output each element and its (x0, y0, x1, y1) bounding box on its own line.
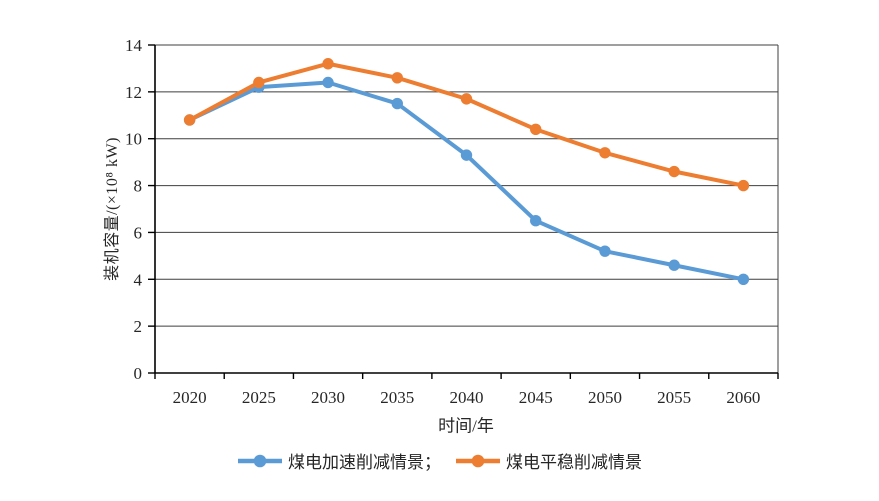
y-axis-title: 装机容量/(×10⁸ kW) (104, 137, 121, 281)
x-tick-label: 2045 (519, 388, 553, 407)
legend-item-1: 煤电平稳削减情景 (455, 448, 642, 473)
y-tick-label: 10 (125, 130, 142, 149)
series-line-0 (187, 80, 746, 282)
data-point-series1-2035 (391, 72, 403, 84)
series-line-1 (187, 61, 746, 188)
data-point-series0-2060 (737, 273, 750, 285)
data-point-series0-2050 (599, 245, 611, 257)
x-tick-label: 2055 (657, 388, 691, 407)
data-point-series1-2030 (322, 58, 334, 70)
x-tick-label: 2060 (726, 388, 760, 407)
y-tick-label: 14 (125, 36, 143, 55)
data-point-series0-2030 (322, 76, 334, 89)
legend-label-0: 煤电加速削减情景； (288, 453, 441, 472)
x-tick-label: 2020 (173, 388, 207, 407)
y-tick-label: 0 (134, 364, 143, 383)
data-point-series0-2045 (530, 215, 542, 227)
data-point-series0-2040 (460, 149, 473, 161)
x-tick-label: 2025 (242, 388, 276, 407)
data-point-series1-2050 (599, 147, 611, 159)
data-point-series1-2060 (737, 179, 750, 192)
x-tick-label: 2040 (450, 388, 484, 407)
y-tick-label: 12 (125, 83, 142, 102)
data-point-series1-2045 (530, 123, 542, 136)
legend-label-1: 煤电平稳削减情景 (506, 453, 642, 472)
y-tick-label: 2 (134, 317, 143, 336)
x-tick-label: 2035 (380, 388, 414, 407)
data-point-series1-2025 (253, 76, 265, 89)
y-tick-label: 8 (134, 177, 143, 196)
data-point-series0-2035 (391, 97, 403, 110)
x-axis-title: 时间/年 (438, 416, 494, 436)
x-tick-label: 2030 (311, 388, 345, 407)
data-point-series1-2055 (668, 165, 680, 178)
legend-marker-icon (238, 454, 282, 467)
y-tick-label: 4 (134, 270, 143, 289)
y-tick-label: 6 (134, 223, 143, 242)
legend-item-0: 煤电加速削减情景； (237, 448, 441, 473)
data-point-series1-2040 (460, 93, 473, 105)
legend-marker-icon (456, 454, 500, 467)
data-point-series0-2055 (668, 259, 680, 271)
x-tick-label: 2050 (588, 388, 622, 407)
legend: 煤电加速削减情景； 煤电平稳削减情景 (0, 448, 879, 473)
data-point-series1-2020 (183, 114, 196, 126)
